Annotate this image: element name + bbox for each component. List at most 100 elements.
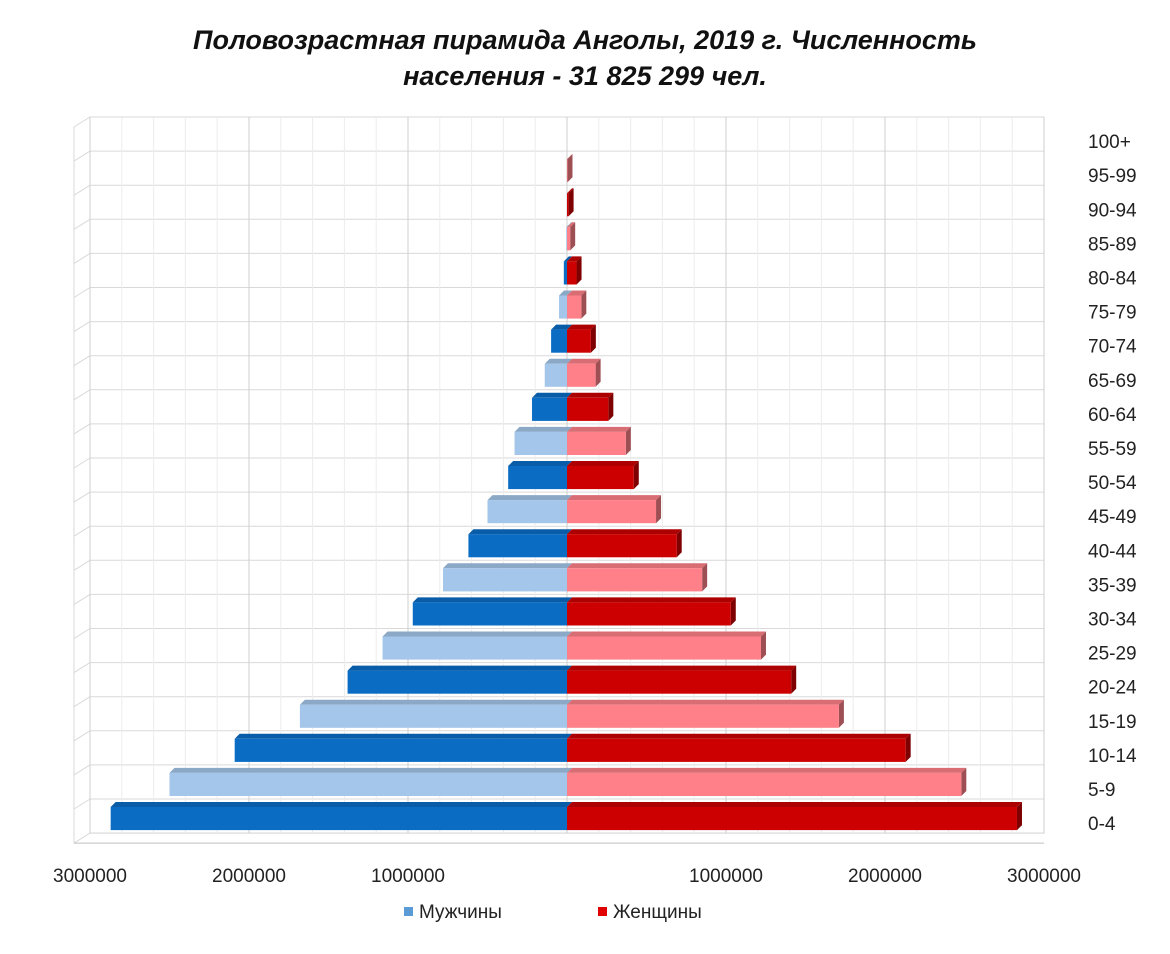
grid-line-depth [73, 218, 91, 230]
male-bar-top [382, 631, 572, 637]
grid-line-depth [73, 696, 91, 708]
category-label-20-24: 20-24 [1088, 678, 1137, 699]
male-bar-top [347, 665, 572, 671]
female-bar-65-69 [567, 363, 596, 387]
female-bar-top [567, 529, 682, 535]
grid-line-depth [73, 525, 91, 537]
female-bar-side [567, 154, 573, 183]
female-bar-top [567, 188, 574, 194]
male-bar-top [551, 324, 572, 330]
male-bar-85-89 [566, 227, 567, 251]
male-bar-35-39 [442, 568, 567, 592]
grid-line-depth [73, 389, 91, 401]
female-bar-side [760, 631, 766, 660]
female-bar-top [567, 222, 576, 228]
category-label-60-64: 60-64 [1088, 405, 1137, 426]
category-label-15-19: 15-19 [1088, 712, 1137, 733]
male-bar-30-34 [412, 602, 567, 626]
category-label-90-94: 90-94 [1088, 200, 1137, 221]
female-bar-side [676, 529, 682, 558]
female-bar-top [567, 665, 797, 671]
grid-line-depth [73, 559, 91, 571]
female-bar-35-39 [567, 568, 703, 592]
female-bar-side [1016, 802, 1022, 831]
male-bar-top [514, 426, 572, 432]
female-bar-85-89 [567, 227, 571, 251]
female-bar-side [595, 358, 601, 387]
female-bar-40-44 [567, 534, 677, 558]
female-bar-30-34 [567, 602, 731, 626]
male-bar-top [487, 495, 572, 501]
chart-title-line2: населения - 31 825 299 чел. [403, 61, 767, 91]
female-bar-side [961, 767, 967, 796]
grid-line-depth [73, 116, 91, 128]
male-bar-50-54 [508, 466, 567, 490]
male-bar-10-14 [234, 738, 567, 762]
male-bar-75-79 [559, 295, 567, 319]
category-label-40-44: 40-44 [1088, 541, 1137, 562]
female-bar-75-79 [567, 295, 582, 319]
female-bar-side [568, 188, 574, 217]
female-bar-top [567, 461, 639, 466]
female-bar-top [567, 358, 601, 364]
legend-male-label: Мужчины [419, 902, 502, 923]
category-label-85-89: 85-89 [1088, 234, 1137, 255]
female-bar-top [567, 392, 614, 398]
male-bar-15-19 [299, 704, 567, 728]
x-tick-label: 2000000 [848, 866, 922, 887]
male-bar-70-74 [551, 329, 567, 353]
male-bar-top [566, 222, 572, 228]
category-label-70-74: 70-74 [1088, 337, 1137, 358]
female-bar-side [608, 392, 614, 421]
female-bar-top [567, 426, 631, 432]
female-bar-top [567, 290, 587, 296]
grid-line-depth [73, 628, 91, 639]
female-bar-side [838, 699, 844, 728]
female-bar-20-24 [567, 670, 792, 694]
female-bar-10-14 [567, 738, 906, 762]
category-label-0-4: 0-4 [1088, 814, 1116, 835]
male-bar-5-9 [169, 772, 567, 796]
female-bar-side [656, 495, 662, 524]
chart-title-line1: Половозрастная пирамида Анголы, 2019 г. … [193, 25, 977, 55]
male-bar-60-64 [532, 397, 567, 421]
female-bar-side [625, 426, 631, 455]
category-label-75-79: 75-79 [1088, 303, 1137, 324]
grid-line-depth [73, 184, 91, 196]
male-bar-25-29 [382, 636, 567, 660]
legend-female-label: Женщины [613, 902, 702, 923]
grid-line-depth [73, 150, 91, 162]
legend-male-swatch [404, 907, 413, 916]
female-bar-60-64 [567, 397, 609, 421]
category-label-30-34: 30-34 [1088, 609, 1137, 630]
female-bar-side [791, 665, 797, 694]
male-bar-top [169, 767, 572, 773]
x-tick-label: 1000000 [689, 866, 763, 887]
category-label-10-14: 10-14 [1088, 746, 1137, 767]
grid-line-depth [73, 423, 91, 435]
male-bar-0-4 [110, 807, 568, 831]
category-label-95-99: 95-99 [1088, 166, 1137, 187]
category-label-55-59: 55-59 [1088, 439, 1137, 460]
female-bar-side [576, 256, 582, 285]
category-label-25-29: 25-29 [1088, 644, 1137, 665]
male-bar-top [544, 358, 572, 364]
female-bar-50-54 [567, 466, 634, 490]
category-label-5-9: 5-9 [1088, 780, 1115, 801]
category-label-65-69: 65-69 [1088, 371, 1137, 392]
female-bar-top [567, 154, 573, 160]
female-bar-side [570, 222, 576, 251]
category-label-80-84: 80-84 [1088, 268, 1137, 289]
legend-female-swatch [598, 907, 607, 916]
x-tick-label: 3000000 [53, 866, 127, 887]
legend-male: Мужчины [404, 902, 502, 924]
grid-line-depth [73, 491, 91, 503]
category-label-35-39: 35-39 [1088, 575, 1137, 596]
male-bar-top [559, 290, 572, 296]
chart-title: Половозрастная пирамида Анголы, 2019 г. … [0, 22, 1170, 94]
male-bar-45-49 [487, 500, 567, 524]
grid-line-depth [73, 798, 91, 810]
male-bar-65-69 [544, 363, 567, 387]
grid-line-depth [73, 355, 91, 367]
male-bar-80-84 [563, 261, 567, 285]
